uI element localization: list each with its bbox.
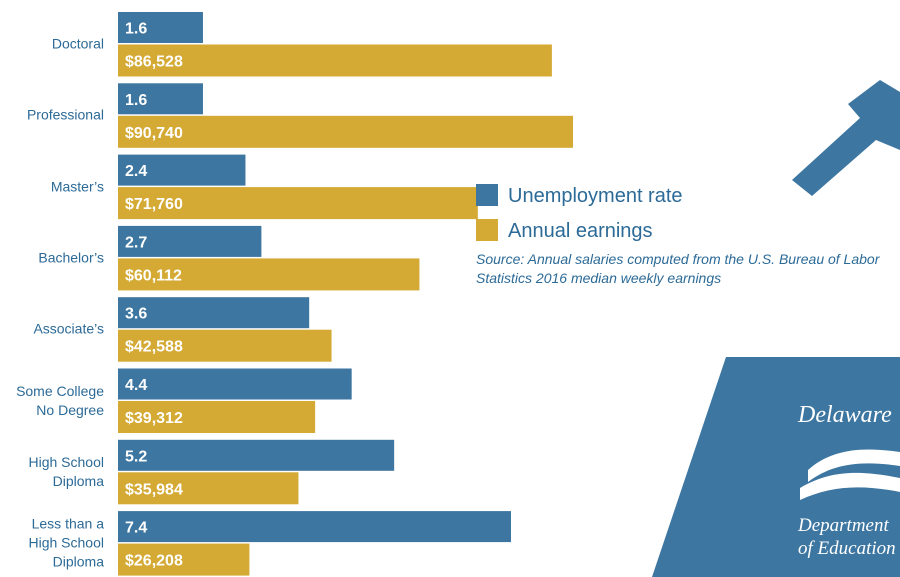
value-label: 1.6 — [125, 92, 147, 109]
value-label: 1.6 — [125, 21, 147, 38]
value-label: 7.4 — [125, 520, 147, 537]
logo-line: Department — [798, 515, 889, 536]
value-label: 4.4 — [125, 377, 147, 394]
bar — [118, 368, 352, 400]
bar — [118, 83, 203, 115]
bar — [118, 543, 250, 576]
legend-label: Annual earnings — [508, 220, 653, 242]
value-label: 2.7 — [125, 234, 147, 251]
source-note: Source: Annual salaries computed from th… — [476, 251, 880, 286]
bar — [118, 511, 511, 543]
bar — [118, 401, 316, 433]
category-label: Less than a High School Diploma — [28, 515, 105, 570]
book-icon — [808, 449, 900, 482]
book-icon — [800, 472, 900, 500]
value-label: $39,312 — [125, 410, 183, 427]
category-label: Bachelor’s — [38, 249, 104, 266]
logo-line: of Education — [798, 538, 896, 559]
value-label: $26,208 — [125, 553, 183, 570]
bar — [118, 225, 262, 257]
cap-decoration — [792, 80, 900, 196]
bar — [118, 472, 299, 505]
category-label: Associate’s — [33, 320, 104, 337]
category-label: Professional — [26, 106, 104, 123]
legend-label: Unemployment rate — [508, 185, 683, 207]
value-label: $86,528 — [125, 54, 183, 71]
value-label: $60,112 — [125, 267, 182, 284]
bar — [118, 12, 203, 43]
value-label: $42,588 — [125, 339, 183, 356]
bar — [118, 187, 478, 220]
bar — [118, 154, 246, 186]
value-label: $71,760 — [125, 196, 183, 213]
bar — [118, 44, 552, 77]
bar — [118, 329, 332, 362]
legend-swatch — [476, 184, 498, 206]
category-label: Some College No Degree — [16, 382, 104, 418]
value-label: 5.2 — [125, 448, 147, 465]
bar — [118, 258, 420, 291]
value-label: 2.4 — [125, 163, 147, 180]
category-label: High School Diploma — [28, 453, 105, 489]
category-label: Master’s — [50, 178, 104, 195]
logo-panel — [652, 357, 900, 577]
logo-name: Delaware — [798, 402, 892, 428]
legend-swatch — [476, 219, 498, 241]
bar — [118, 297, 310, 329]
value-label: $35,984 — [125, 481, 183, 498]
value-label: 3.6 — [125, 306, 147, 323]
category-label: Doctoral — [51, 35, 104, 52]
bar — [118, 439, 395, 471]
value-label: $90,740 — [125, 125, 183, 142]
bar — [118, 115, 573, 148]
